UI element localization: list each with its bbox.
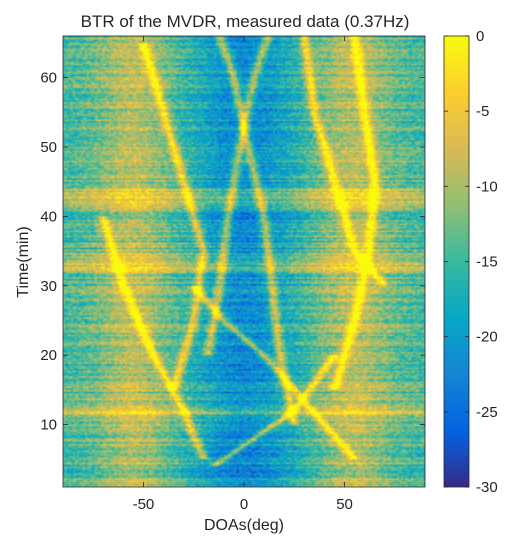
colorbar-tick-label: -10: [476, 178, 498, 195]
colorbar-tick-label: -5: [476, 103, 489, 120]
heatmap-cells: [63, 36, 425, 487]
y-axis-label: Time(min): [15, 226, 32, 297]
x-tick-label: 0: [240, 496, 248, 513]
x-tick-label: 50: [336, 496, 353, 513]
x-tick-label: -50: [133, 496, 155, 513]
colorbar-tick-label: -30: [476, 479, 498, 496]
y-tick-label: 40: [40, 208, 57, 225]
y-tick-label: 50: [40, 139, 57, 156]
colorbar-tick-label: -25: [476, 404, 498, 421]
y-tick-label: 60: [40, 70, 57, 87]
colorbar-tick-label: 0: [476, 28, 484, 45]
colorbar-ticks: 0 -5 -10 -15 -20 -25 -30: [444, 28, 498, 496]
y-tick-label: 10: [40, 417, 57, 434]
y-tick-label: 30: [40, 278, 57, 295]
x-axis: -50 0 50: [133, 36, 353, 513]
colorbar-tick-label: -15: [476, 254, 498, 271]
heatmap-plot-area: [63, 36, 425, 487]
y-axis: 10 20 30 40 50 60: [40, 70, 425, 434]
y-tick-label: 20: [40, 347, 57, 364]
x-axis-label: DOAs(deg): [204, 517, 284, 534]
chart-title: BTR of the MVDR, measured data (0.37Hz): [81, 12, 410, 31]
colorbar-tick-label: -20: [476, 329, 498, 346]
